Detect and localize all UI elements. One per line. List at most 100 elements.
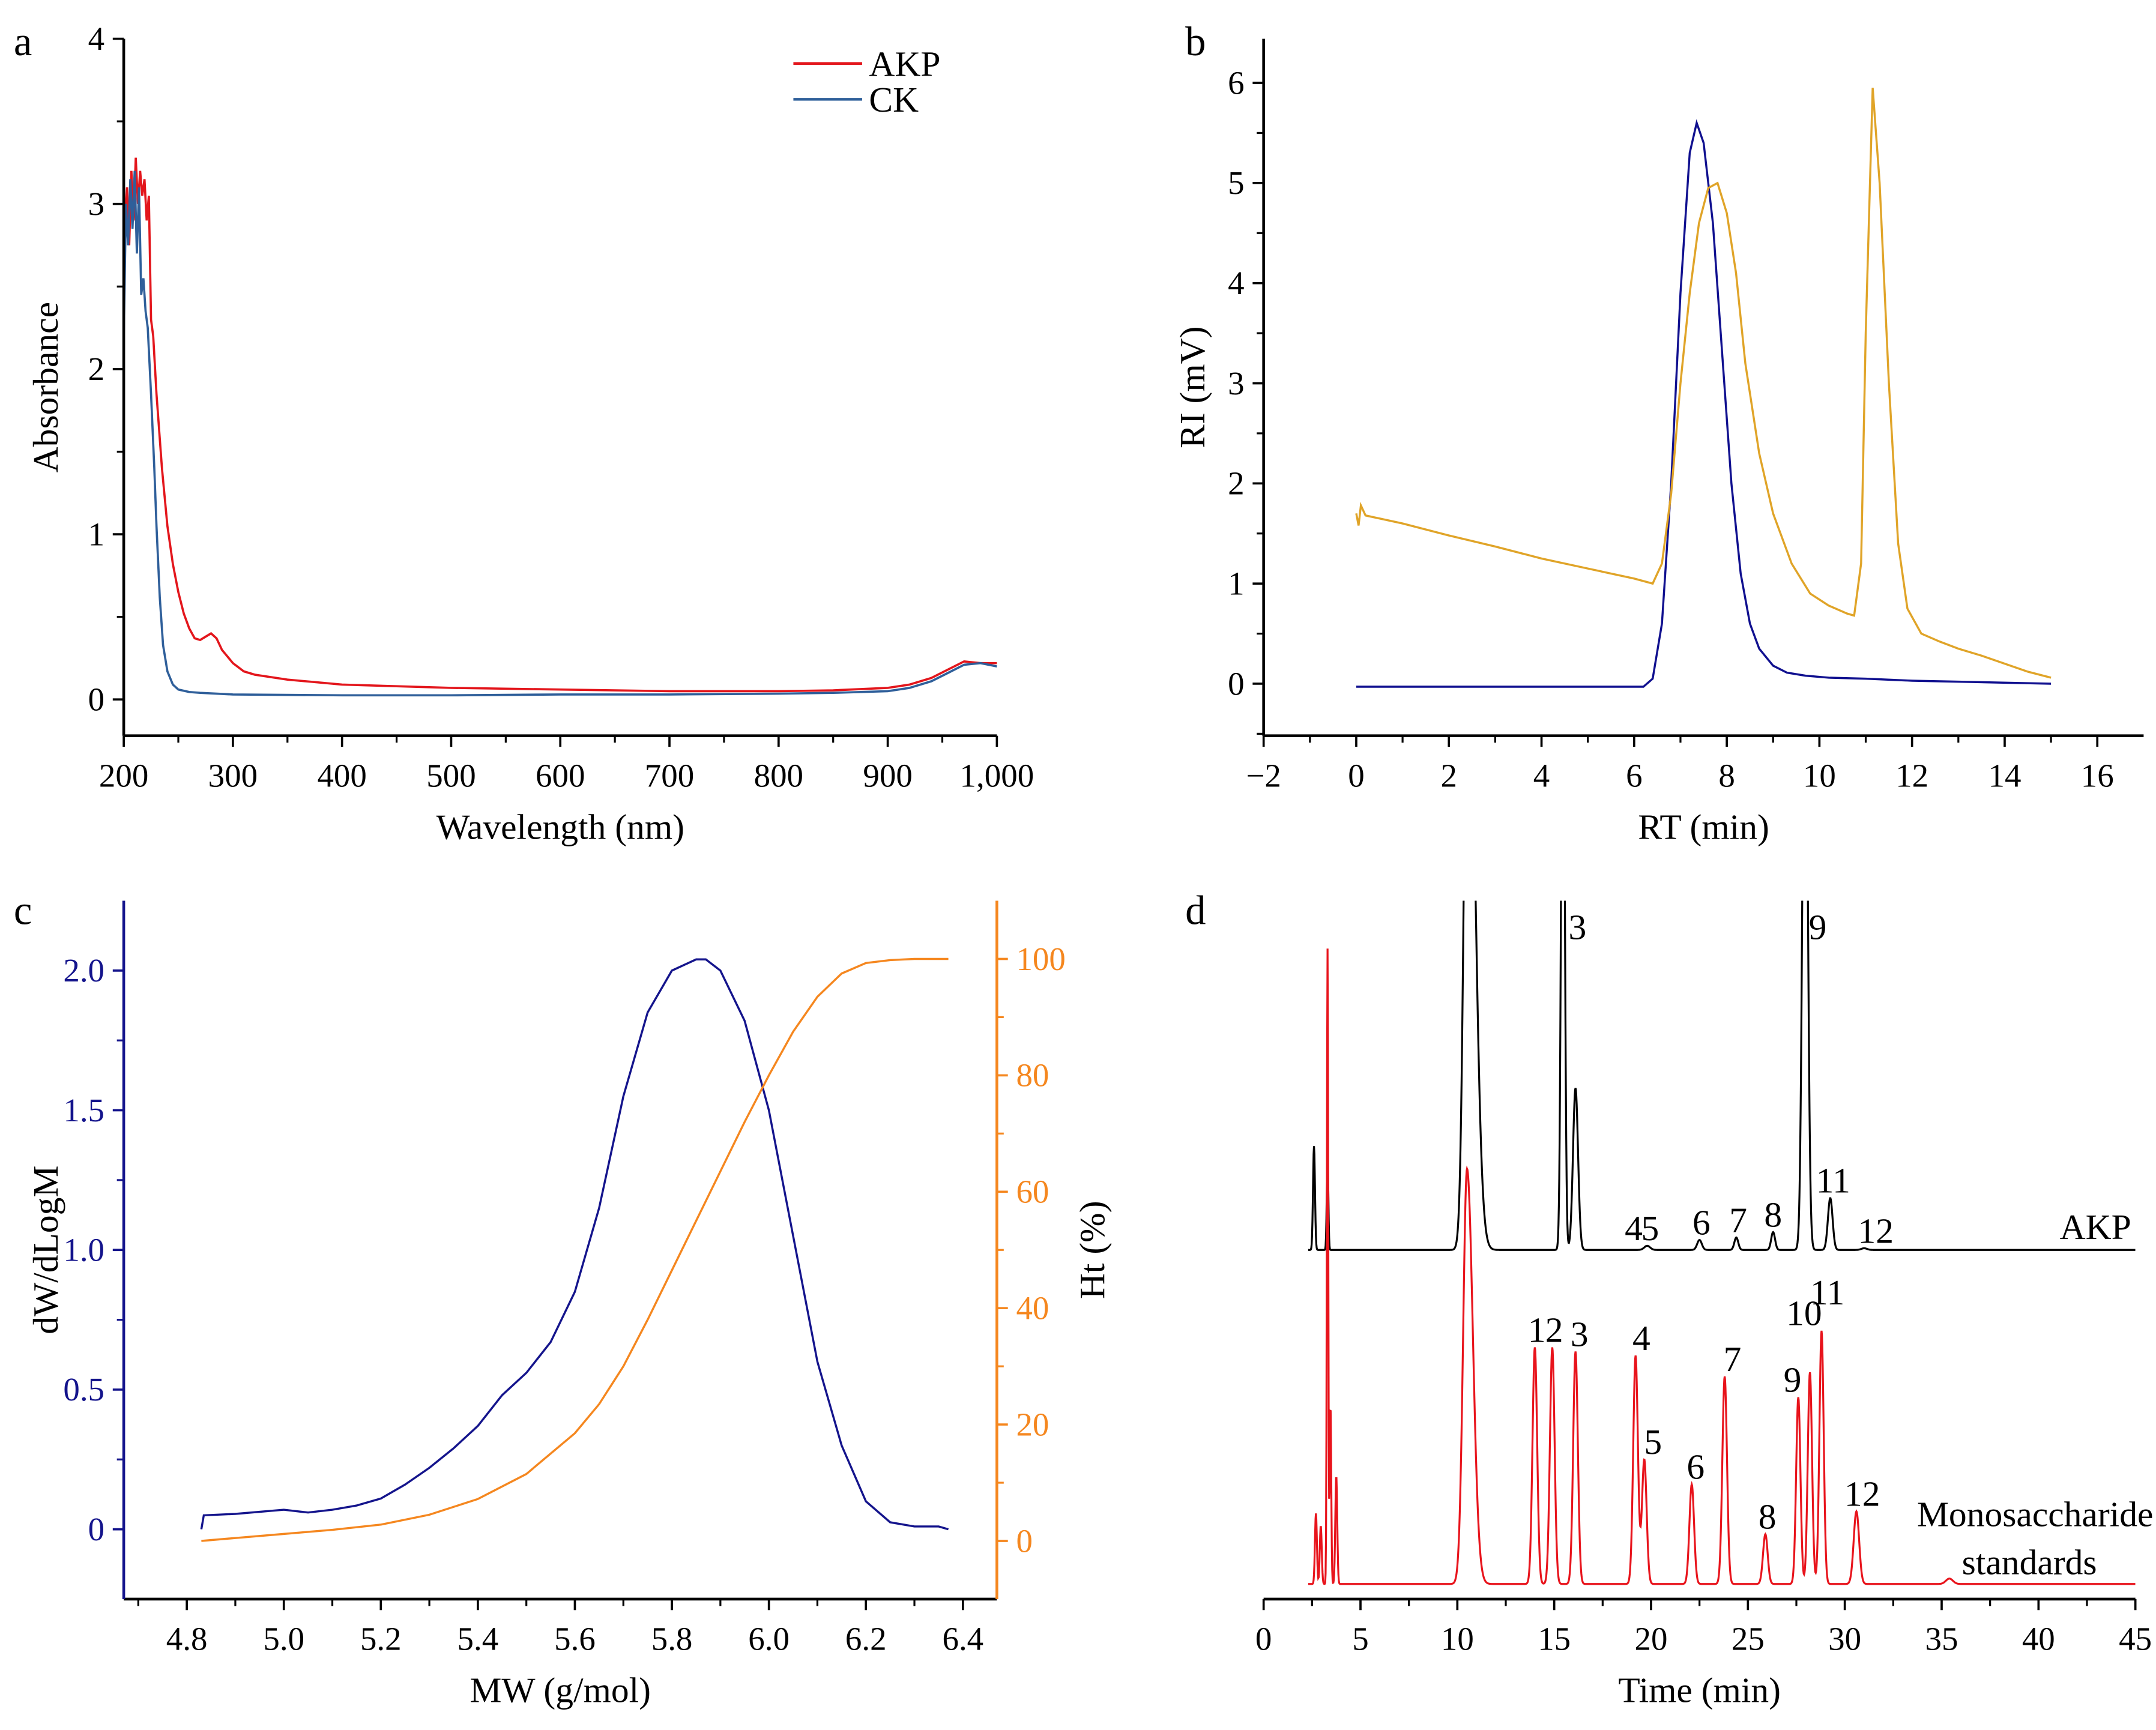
x-tick-label: 6.0 [748, 1621, 790, 1657]
series-line-2 [1355, 88, 2052, 679]
y-tick-label: 1.0 [63, 1232, 104, 1268]
x-tick-label: 600 [536, 757, 585, 794]
y-tick-label: 3 [88, 185, 104, 222]
series-line-right [201, 957, 949, 1542]
y-tick-label: 2 [88, 351, 104, 387]
x-tick-label: 25 [1732, 1621, 1765, 1657]
y-tick-label: 3 [1228, 365, 1244, 402]
y-tick-label: 4 [88, 20, 104, 57]
x-tick-label: 0 [1255, 1621, 1272, 1657]
y-tick-label: 0 [1228, 665, 1244, 702]
panel-c-mw-distribution: 4.8 5.0 5.2 5.4 5.6 5.8 6.0 6.2 6.4 MW (g/mol) 0 0.… [26, 900, 1112, 1710]
y-tick-label: 0 [1016, 1522, 1032, 1559]
panel-letter-c: c [14, 887, 32, 933]
x-tick-label: 400 [317, 757, 366, 794]
x-tick-label: 10 [1803, 757, 1836, 794]
x-tick-label: 16 [2081, 757, 2114, 794]
trace-line-standards [1308, 948, 2136, 1585]
x-tick-label: 15 [1538, 1621, 1571, 1657]
peak-label: 11 [1810, 1273, 1844, 1312]
peak-label: 1 [1528, 1310, 1546, 1349]
series-line-1 [1356, 119, 2052, 688]
x-tick-label: −2 [1246, 757, 1281, 794]
x-tick-label: 6.2 [845, 1621, 887, 1657]
x-tick-label: 12 [1895, 757, 1928, 794]
y-tick-label: 40 [1016, 1290, 1049, 1327]
x-tick-label: 14 [1988, 757, 2021, 794]
x-tick-label: 200 [99, 757, 148, 794]
x-tick-label: 5.4 [457, 1621, 499, 1657]
trace-name-standards-line1: Monosaccharide [1917, 1495, 2153, 1534]
peak-label: 4 [1632, 1318, 1650, 1358]
peak-label: 6 [1692, 1202, 1711, 1242]
y-axis-title-left: Absorbance [26, 302, 65, 472]
panel-letter-a: a [14, 19, 32, 64]
peak-label: 2 [1545, 1310, 1563, 1349]
y-tick-label: 100 [1016, 941, 1065, 977]
x-tick-label: 4 [1533, 757, 1550, 794]
y-tick-label: 1 [1228, 565, 1244, 601]
x-tick-label: 300 [208, 757, 258, 794]
legend-label: AKP [869, 44, 940, 83]
x-axis-title: Wavelength (nm) [436, 807, 684, 846]
peak-label: 9 [1809, 908, 1827, 947]
y-tick-label: 80 [1016, 1057, 1049, 1094]
x-axis-title: RT (min) [1638, 807, 1769, 846]
x-tick-label: 30 [1828, 1621, 1861, 1657]
x-tick-label: 5.6 [554, 1621, 596, 1657]
x-tick-label: 8 [1718, 757, 1735, 794]
x-tick-label: 20 [1635, 1621, 1668, 1657]
x-tick-label: 4.8 [166, 1621, 208, 1657]
x-tick-label: 700 [645, 757, 694, 794]
legend-label: CK [869, 80, 919, 119]
x-tick-label: 5 [1352, 1621, 1368, 1657]
y-tick-label: 0 [88, 1511, 104, 1548]
peak-label: 5 [1641, 1208, 1659, 1248]
x-tick-label: 40 [2022, 1621, 2055, 1657]
trace-line-akp [1308, 900, 2136, 1251]
peak-label: 7 [1729, 1200, 1747, 1240]
x-tick-label: 0 [1348, 757, 1364, 794]
x-tick-label: 2 [1441, 757, 1457, 794]
y-tick-label: 1 [88, 516, 104, 552]
peak-label: 10 [1786, 1294, 1822, 1333]
x-tick-label: 5.2 [360, 1621, 402, 1657]
panel-letter-d: d [1185, 887, 1206, 933]
x-tick-label: 35 [1925, 1621, 1958, 1657]
x-axis-title: Time (min) [1618, 1671, 1781, 1710]
peak-label: 6 [1686, 1447, 1705, 1487]
y-tick-label: 1.5 [63, 1092, 104, 1129]
x-axis-title: MW (g/mol) [470, 1671, 650, 1710]
y-tick-label: 20 [1016, 1406, 1049, 1442]
y-axis-title-right: Ht (%) [1072, 1201, 1112, 1299]
peak-label: 3 [1569, 908, 1587, 947]
peak-label: 12 [1858, 1211, 1894, 1250]
y-tick-label: 0 [88, 681, 104, 718]
y-tick-label: 2.0 [63, 952, 104, 989]
peak-label: 4 [1625, 1208, 1643, 1248]
y-axis-title-left: dW/dLogM [26, 1166, 65, 1334]
x-tick-label: 6.4 [942, 1621, 983, 1657]
y-tick-label: 2 [1228, 465, 1244, 502]
x-tick-label: 500 [426, 757, 476, 794]
peak-label: 5 [1644, 1422, 1662, 1462]
y-tick-label: 0.5 [63, 1371, 104, 1408]
x-tick-label: 800 [754, 757, 803, 794]
series-line-ck [122, 170, 997, 697]
peak-label: 3 [1571, 1314, 1589, 1354]
series-line-left [200, 958, 949, 1531]
x-tick-label: 900 [863, 757, 912, 794]
x-tick-label: 10 [1441, 1621, 1474, 1657]
x-tick-label: 6 [1626, 757, 1642, 794]
y-tick-label: 6 [1228, 64, 1244, 101]
peak-label: 8 [1759, 1497, 1777, 1537]
y-tick-label: 4 [1228, 265, 1244, 301]
x-tick-label: 5.8 [651, 1621, 693, 1657]
peak-label: 12 [1844, 1474, 1880, 1514]
y-tick-label: 60 [1016, 1174, 1049, 1210]
x-tick-label: 1,000 [960, 757, 1034, 794]
